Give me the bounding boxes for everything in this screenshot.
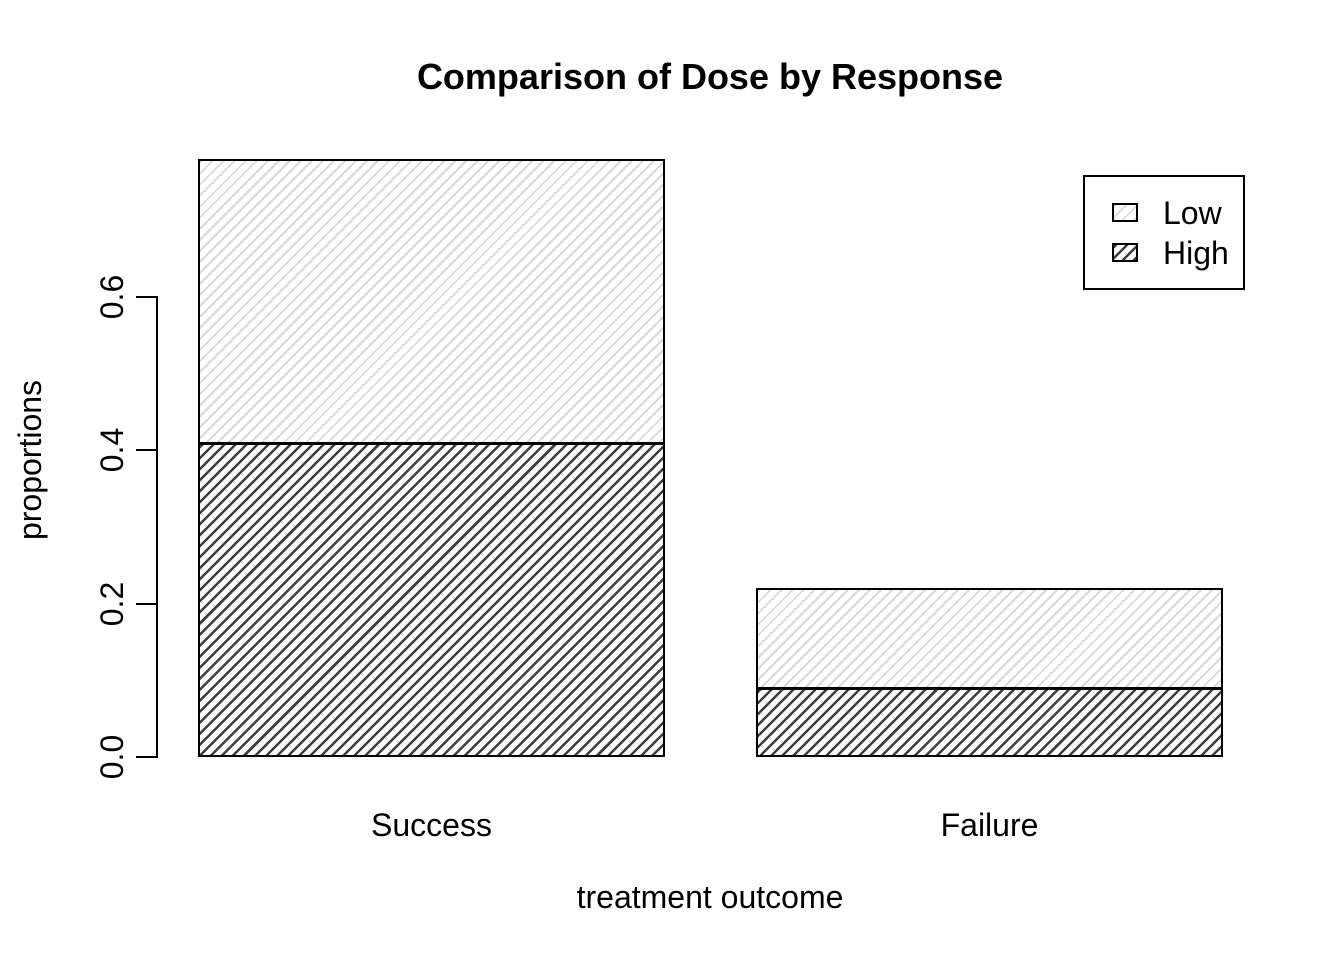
y-axis-label: proportions: [12, 379, 48, 541]
y-tick-label: 0.2: [94, 581, 130, 626]
y-tick-label: 0.4: [94, 428, 130, 473]
legend-entry-low: Low: [1112, 193, 1243, 233]
y-axis-line: [156, 296, 158, 758]
y-tick-label: 0.0: [94, 734, 130, 780]
y-tick: [136, 602, 157, 605]
bar-segment-high-success: [198, 442, 665, 757]
y-tick: [136, 449, 157, 452]
bar-segment-low-success: [198, 158, 665, 444]
legend-label: High: [1163, 234, 1229, 271]
x-category-label: Success: [371, 807, 492, 843]
legend-entry-high: High: [1112, 233, 1243, 273]
bar-segment-low-failure: [756, 588, 1223, 689]
x-category-label: Failure: [940, 807, 1039, 843]
legend-swatch-high: [1112, 243, 1138, 262]
x-axis-label: treatment outcome: [576, 879, 844, 915]
legend-label: Low: [1163, 194, 1222, 231]
y-tick: [136, 295, 157, 298]
legend-swatch-low: [1112, 203, 1138, 222]
legend: Low High: [1083, 175, 1245, 290]
y-tick: [136, 756, 157, 758]
chart-title: Comparison of Dose by Response: [416, 56, 1004, 97]
bar-segment-high-failure: [756, 687, 1223, 757]
y-tick-label: 0.6: [94, 274, 130, 320]
